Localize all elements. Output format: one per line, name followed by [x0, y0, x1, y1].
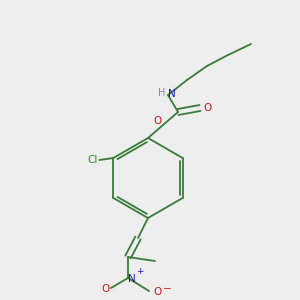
Text: O: O	[154, 116, 162, 126]
Text: N: N	[168, 89, 176, 99]
Text: H: H	[158, 88, 166, 98]
Text: O: O	[101, 284, 109, 294]
Text: +: +	[136, 268, 144, 277]
Text: −: −	[163, 284, 171, 294]
Text: N: N	[128, 274, 136, 284]
Text: Cl: Cl	[87, 155, 98, 165]
Text: O: O	[154, 287, 162, 297]
Text: O: O	[203, 103, 211, 113]
